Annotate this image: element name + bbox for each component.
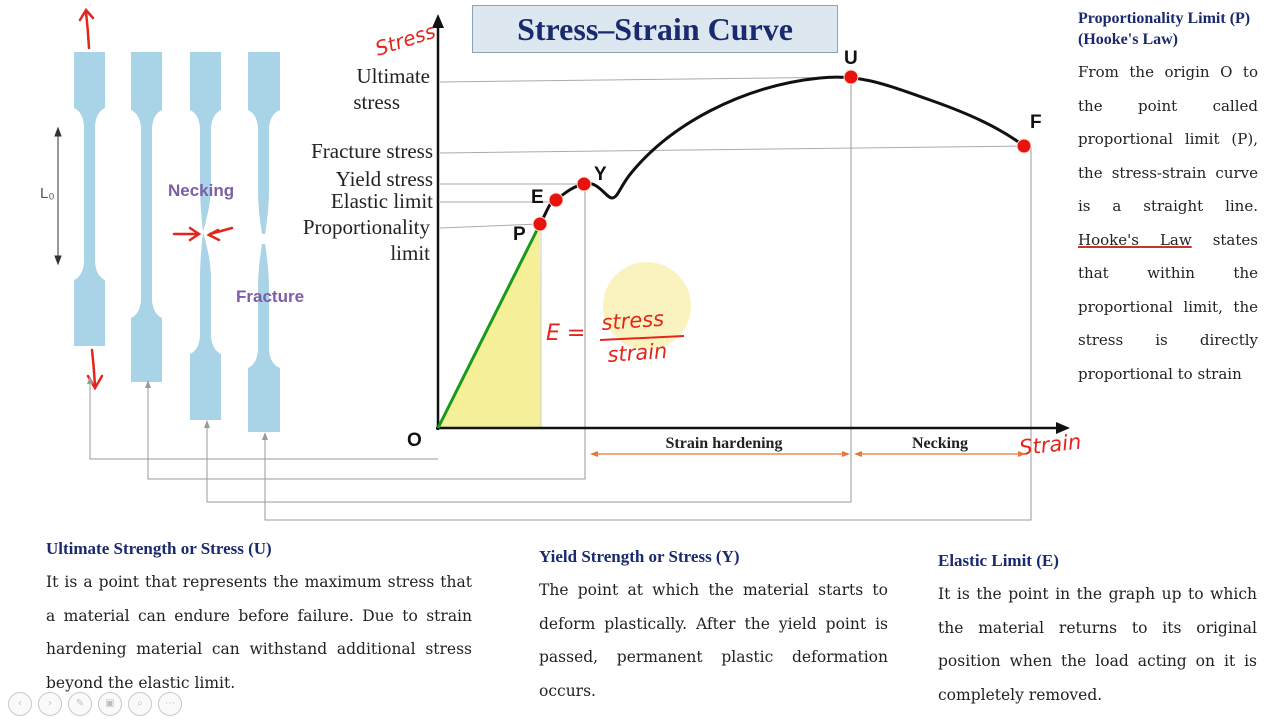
region-dimensions	[590, 451, 1026, 457]
ultimate-stress-label-2: stress	[353, 90, 400, 114]
elastic-limit-label: Elastic limit	[331, 189, 433, 213]
x-axis-handwritten-label: Strain	[1018, 430, 1082, 460]
previous-slide-icon[interactable]: ‹	[8, 692, 32, 716]
yield-strength-block: Yield Strength or Stress (Y) The point a…	[539, 546, 888, 708]
ultimate-strength-heading: Ultimate Strength or Stress (U)	[46, 539, 272, 558]
specimen-elongated	[131, 52, 162, 382]
proportionality-limit-text: From the origin O to the point called pr…	[1078, 56, 1258, 391]
necking-left-arrowhead	[188, 226, 202, 242]
proportionality-limit-heading: Proportionality Limit (P) (Hooke's Law)	[1078, 10, 1251, 48]
specimen-fracture-bottom	[248, 244, 280, 432]
origin-label: O	[407, 430, 422, 451]
load-arrows	[78, 7, 234, 391]
point-p	[532, 216, 548, 232]
proportionality-text-before: From the origin O to the point called pr…	[1078, 63, 1258, 215]
point-u	[843, 69, 859, 85]
formula-lhs: E =	[546, 321, 585, 346]
necking-specimen-label: Necking	[168, 181, 234, 200]
proportionality-text-after: states that within the proportional limi…	[1078, 230, 1258, 383]
necking-region-label: Necking	[912, 435, 968, 452]
diagram-title: Stress–Strain Curve	[472, 5, 838, 53]
specimen-connectors	[89, 77, 1032, 521]
formula-highlight	[603, 262, 691, 350]
elastic-limit-text: It is the point in the graph up to which…	[938, 585, 1257, 704]
necking-right-arrowhead	[206, 228, 221, 242]
strain-hardening-label: Strain hardening	[666, 435, 783, 452]
youngs-modulus-formula: E = stress strain	[546, 307, 685, 367]
y-axis-arrowhead	[432, 14, 444, 28]
connector-arrowheads	[87, 376, 268, 440]
axes	[432, 14, 1070, 434]
top-load-arrow	[84, 10, 91, 50]
specimen-fracture-top	[248, 52, 280, 234]
point-p-label: P	[513, 224, 526, 245]
point-y	[576, 176, 592, 192]
hookes-law-underlined: Hooke's Law	[1078, 230, 1192, 249]
proportionality-label-1: Proportionality	[303, 215, 431, 239]
point-y-label: Y	[594, 164, 607, 185]
specimen-necking	[190, 52, 221, 420]
ultimate-stress-label-1: Ultimate	[357, 64, 430, 88]
specimen-group	[74, 52, 280, 432]
stress-strain-curve	[538, 75, 1025, 225]
formula-denominator: strain	[607, 339, 668, 367]
key-points	[532, 69, 1032, 232]
point-f	[1016, 138, 1032, 154]
elastic-limit-block: Elastic Limit (E) It is the point in the…	[938, 550, 1257, 712]
gauge-length-label: L₀	[40, 185, 55, 202]
yield-stress-label: Yield stress	[336, 167, 433, 191]
ultimate-strength-block: Ultimate Strength or Stress (U) It is a …	[46, 538, 472, 700]
elastic-line	[436, 223, 542, 429]
stress-guide-lines	[439, 76, 1025, 229]
point-e-label: E	[531, 187, 544, 208]
pen-tool-icon[interactable]: ✎	[68, 692, 92, 716]
fracture-stress-label: Fracture stress	[311, 139, 433, 163]
slides-overview-icon[interactable]: ▣	[98, 692, 122, 716]
proportionality-label-2: limit	[390, 241, 430, 265]
next-slide-icon[interactable]: ›	[38, 692, 62, 716]
yield-strength-heading: Yield Strength or Stress (Y)	[539, 547, 740, 566]
slide-navigation: ‹ › ✎ ▣ ⌕ ⋯	[8, 692, 182, 716]
top-load-arrowhead	[78, 7, 95, 22]
formula-numerator: stress	[601, 307, 665, 335]
y-axis-handwritten-label: Stress	[372, 19, 438, 61]
zoom-icon[interactable]: ⌕	[128, 692, 152, 716]
bottom-load-arrow	[90, 348, 97, 388]
point-f-label: F	[1030, 112, 1042, 133]
proportionality-limit-panel: Proportionality Limit (P) (Hooke's Law) …	[1078, 8, 1258, 391]
more-options-icon[interactable]: ⋯	[158, 692, 182, 716]
ultimate-strength-text: It is a point that represents the maximu…	[46, 573, 472, 692]
yield-strength-text: The point at which the material starts t…	[539, 581, 888, 700]
specimen-original	[74, 52, 105, 346]
gauge-length-dimension	[54, 126, 62, 266]
elastic-limit-heading: Elastic Limit (E)	[938, 551, 1059, 570]
fracture-specimen-label: Fracture	[236, 287, 304, 306]
x-axis-arrowhead	[1056, 422, 1070, 434]
point-u-label: U	[844, 48, 858, 69]
point-e	[548, 192, 564, 208]
